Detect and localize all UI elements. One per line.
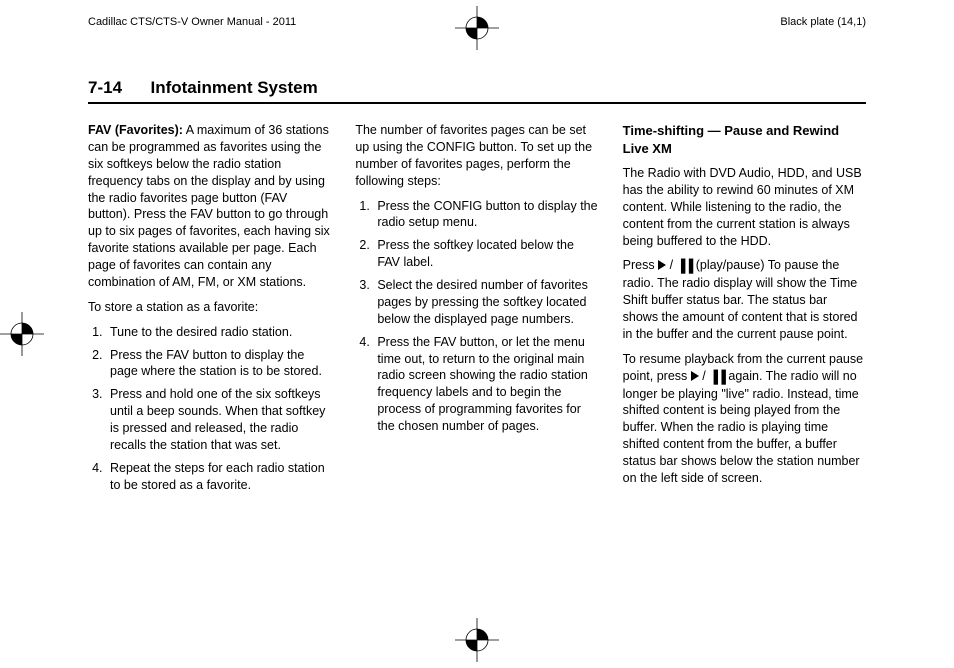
- config-steps: Press the CONFIG button to display the r…: [373, 198, 598, 435]
- list-item: Press the softkey located below the FAV …: [373, 237, 598, 271]
- manual-title: Cadillac CTS/CTS-V Owner Manual - 2011: [88, 16, 296, 28]
- store-steps: Tune to the desired radio station. Press…: [106, 324, 331, 494]
- list-item: Select the desired number of favorites p…: [373, 277, 598, 328]
- timeshift-p3: To resume playback from the current paus…: [623, 351, 866, 487]
- column-1: FAV (Favorites): A maximum of 36 station…: [88, 122, 331, 502]
- list-item: Repeat the steps for each radio station …: [106, 460, 331, 494]
- list-item: Press the FAV button to display the page…: [106, 347, 331, 381]
- list-item: Press the CONFIG button to display the r…: [373, 198, 598, 232]
- pause-icon: ▐▐: [709, 369, 725, 386]
- timeshift-heading: Time-shifting — Pause and Rewind Live XM: [623, 122, 866, 157]
- page-number: 7-14: [88, 78, 122, 97]
- fav-label: FAV (Favorites):: [88, 123, 183, 137]
- timeshift-p2: Press / ▐▐ (play/pause) To pause the rad…: [623, 257, 866, 342]
- timeshift-p1: The Radio with DVD Audio, HDD, and USB h…: [623, 165, 866, 249]
- registration-mark-left: [0, 312, 44, 356]
- play-icon: [691, 371, 699, 381]
- section-title: Infotainment System: [150, 78, 317, 97]
- page-header: 7-14 Infotainment System: [88, 78, 866, 104]
- store-intro: To store a station as a favorite:: [88, 299, 331, 316]
- p2-pre: Press: [623, 258, 658, 272]
- column-2: The number of favorites pages can be set…: [355, 122, 598, 502]
- column-3: Time-shifting — Pause and Rewind Live XM…: [623, 122, 866, 502]
- config-intro: The number of favorites pages can be set…: [355, 122, 598, 190]
- play-icon: [658, 260, 666, 270]
- page-content: FAV (Favorites): A maximum of 36 station…: [88, 122, 866, 502]
- plate-label: Black plate (14,1): [780, 16, 866, 28]
- list-item: Press the FAV button, or let the menu ti…: [373, 334, 598, 435]
- registration-mark-bottom: [455, 618, 499, 662]
- p3-post: again. The radio will no longer be playi…: [623, 369, 860, 485]
- pause-icon: ▐▐: [677, 258, 693, 275]
- fav-text: A maximum of 36 stations can be programm…: [88, 123, 330, 289]
- list-item: Tune to the desired radio station.: [106, 324, 331, 341]
- list-item: Press and hold one of the six softkeys u…: [106, 386, 331, 454]
- fav-paragraph: FAV (Favorites): A maximum of 36 station…: [88, 122, 331, 291]
